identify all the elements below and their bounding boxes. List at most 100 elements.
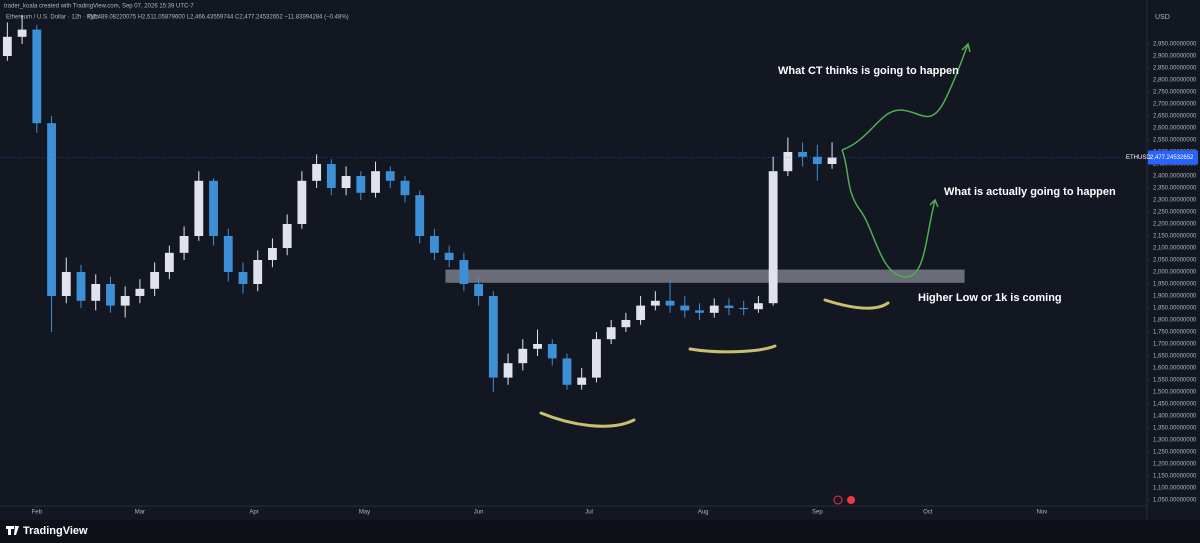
candle-body: [76, 271, 86, 301]
y-tick-label: 2,800.00000000: [1153, 78, 1197, 84]
y-tick-label: 1,100.00000000: [1153, 486, 1197, 492]
y-tick-label: 2,150.00000000: [1153, 234, 1197, 240]
y-tick-label: 1,550.00000000: [1153, 378, 1197, 384]
candle-body: [268, 247, 277, 260]
candle-body: [518, 348, 528, 364]
y-tick-label: 2,750.00000000: [1153, 90, 1197, 96]
candle-body: [371, 171, 380, 193]
candle-body: [444, 252, 454, 260]
candle-body: [577, 377, 587, 385]
y-tick-label: 1,950.00000000: [1153, 282, 1197, 288]
arrow-head: [929, 198, 939, 208]
header: trader_koala created with TradingView.co…: [4, 4, 194, 10]
candle-body: [739, 307, 749, 310]
candle-body: [164, 252, 174, 272]
x-tick-label: Feb: [32, 510, 43, 516]
candle-body: [547, 343, 557, 359]
y-tick-label: 2,400.00000000: [1153, 174, 1197, 180]
candle-body: [312, 163, 322, 181]
y-tick-label: 2,550.00000000: [1153, 138, 1197, 144]
y-tick-label: 2,000.00000000: [1153, 270, 1197, 276]
candle-body: [606, 327, 616, 340]
y-tick-label: 2,650.00000000: [1153, 114, 1197, 120]
y-tick-label: 1,800.00000000: [1153, 318, 1197, 324]
y-tick-label: 1,600.00000000: [1153, 366, 1197, 372]
candle-body: [488, 295, 498, 378]
drawn-curve: [688, 344, 777, 354]
y-tick-label: 1,450.00000000: [1153, 402, 1197, 408]
y-tick-label: 1,900.00000000: [1153, 294, 1197, 300]
last-price-label: 2,477.24532652: [1150, 155, 1194, 161]
candle-body: [430, 235, 439, 253]
y-tick-label: 2,300.00000000: [1153, 198, 1197, 204]
x-tick-label: Mar: [135, 510, 145, 516]
event-icon[interactable]: [847, 496, 855, 504]
candle-body: [150, 271, 160, 289]
candle-body: [724, 305, 734, 308]
x-tick-label: May: [359, 510, 370, 516]
candle-body: [32, 29, 42, 124]
candle-body: [341, 175, 351, 188]
candle-body: [459, 259, 469, 284]
ticker-label: ETHUSD: [1126, 155, 1151, 161]
x-tick-label: Jun: [474, 510, 484, 516]
candle-body: [768, 171, 778, 304]
y-tick-label: 1,650.00000000: [1153, 354, 1197, 360]
candle-body: [282, 223, 292, 248]
candle-body: [385, 171, 395, 181]
candle-body: [695, 310, 704, 313]
candle-body: [120, 295, 130, 306]
y-tick-label: 2,250.00000000: [1153, 210, 1197, 216]
candle-body: [47, 123, 56, 296]
ohlc-legend: O2,489.08220075 H2,511.05879600 L2,466.4…: [88, 15, 349, 21]
footer-bar: [0, 520, 1200, 543]
y-tick-label: 1,400.00000000: [1153, 414, 1197, 420]
candle-body: [827, 157, 837, 164]
y-tick-label: 2,050.00000000: [1153, 258, 1197, 264]
x-tick-label: Sep: [812, 510, 823, 516]
candle-body: [636, 305, 646, 320]
candle-body: [106, 283, 115, 306]
y-tick-label: 1,250.00000000: [1153, 450, 1197, 456]
y-tick-label: 1,200.00000000: [1153, 462, 1197, 468]
symbol: Ethereum / U.S. Dollar · 12h · Pyth: [6, 15, 99, 21]
candle-body: [562, 358, 572, 385]
candle-body: [621, 319, 631, 328]
annotation: What CT thinks is going to happen: [778, 65, 959, 77]
drawn-arrow-up: [841, 43, 969, 151]
candle-body: [179, 235, 189, 253]
candle-body: [356, 175, 366, 193]
brand: TradingView: [23, 525, 88, 537]
candle-body: [709, 305, 719, 313]
candle-body: [61, 271, 71, 296]
brand-logo: [6, 526, 19, 535]
y-tick-label: 2,200.00000000: [1153, 222, 1197, 228]
candle-body: [326, 163, 336, 188]
zone: [445, 269, 965, 283]
y-tick-label: 2,700.00000000: [1153, 102, 1197, 108]
candle-body: [474, 283, 484, 296]
x-tick-label: Nov: [1037, 510, 1048, 516]
candle-body: [194, 180, 204, 236]
y-tick-label: 2,850.00000000: [1153, 66, 1197, 72]
candle-body: [533, 343, 542, 349]
event-icon[interactable]: [833, 495, 843, 505]
arrow-head: [961, 42, 971, 53]
candle-body: [680, 305, 690, 311]
candle-body: [297, 180, 307, 224]
candle-body: [209, 180, 218, 236]
y-tick-label: 1,750.00000000: [1153, 330, 1197, 336]
candle-body: [754, 303, 763, 310]
candle-body: [665, 300, 675, 306]
candle-body: [91, 283, 101, 301]
drawn-curve: [539, 411, 636, 428]
candle-body: [2, 36, 12, 56]
candle-body: [783, 151, 793, 172]
drawn-curve: [823, 298, 890, 310]
candle-body: [415, 195, 425, 236]
y-tick-label: 1,300.00000000: [1153, 438, 1197, 444]
last-price-box: [1148, 150, 1198, 165]
x-tick-label: Aug: [698, 510, 709, 516]
y-tick-label: 2,350.00000000: [1153, 186, 1197, 192]
y-tick-label: 2,950.00000000: [1153, 42, 1197, 48]
